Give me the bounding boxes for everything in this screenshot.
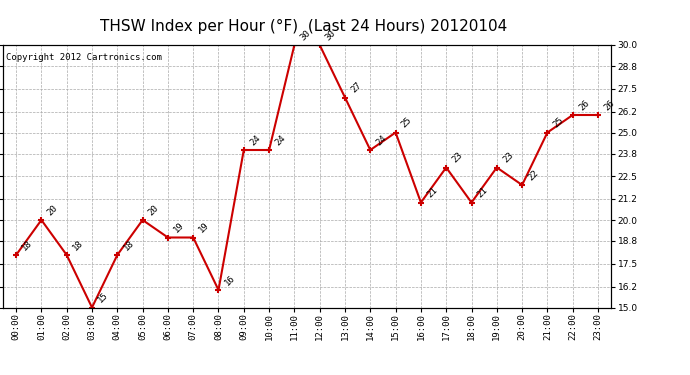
- Text: 26: 26: [577, 98, 591, 112]
- Text: 27: 27: [349, 81, 363, 95]
- Text: 15: 15: [96, 291, 110, 305]
- Text: 18: 18: [71, 238, 85, 252]
- Text: 24: 24: [273, 133, 287, 147]
- Text: 23: 23: [501, 151, 515, 165]
- Text: 25: 25: [551, 116, 566, 130]
- Text: 18: 18: [20, 238, 34, 252]
- Text: 21: 21: [475, 186, 490, 200]
- Text: 18: 18: [121, 238, 135, 252]
- Text: 19: 19: [172, 221, 186, 235]
- Text: 21: 21: [425, 186, 439, 200]
- Text: 26: 26: [602, 98, 616, 112]
- Text: 23: 23: [451, 151, 464, 165]
- Text: Copyright 2012 Cartronics.com: Copyright 2012 Cartronics.com: [6, 53, 162, 62]
- Text: 16: 16: [223, 273, 237, 287]
- Text: 24: 24: [375, 133, 388, 147]
- Text: 25: 25: [400, 116, 414, 130]
- Text: 30: 30: [299, 28, 313, 42]
- Text: THSW Index per Hour (°F)  (Last 24 Hours) 20120104: THSW Index per Hour (°F) (Last 24 Hours)…: [100, 19, 507, 34]
- Text: 20: 20: [46, 203, 59, 217]
- Text: 30: 30: [324, 28, 338, 42]
- Text: 24: 24: [248, 133, 262, 147]
- Text: 20: 20: [147, 203, 161, 217]
- Text: 19: 19: [197, 221, 211, 235]
- Text: 22: 22: [526, 168, 540, 182]
